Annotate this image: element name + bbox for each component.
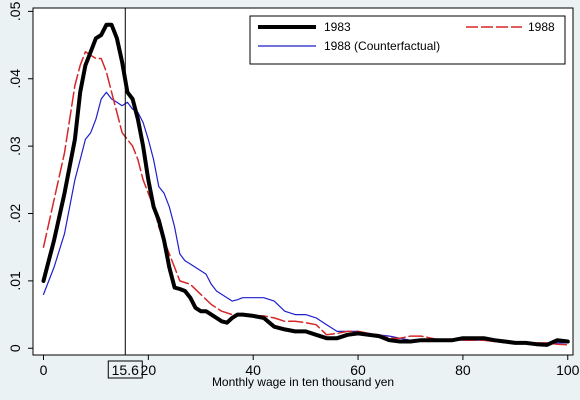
legend-label-1: 1988 [528, 20, 555, 34]
x-tick-label: 60 [350, 362, 366, 378]
x-tick-label: 80 [455, 362, 471, 378]
reference-line: 15.6 [107, 8, 143, 379]
x-tick-label: 0 [40, 362, 48, 378]
y-axis: 0 .01 .02 .03 .04 .05 [7, 1, 33, 352]
y-tick-label: .04 [7, 69, 23, 89]
series-line-0 [41, 22, 570, 347]
x-tick-label: 20 [141, 362, 157, 378]
y-tick-label: .02 [7, 204, 23, 224]
x-tick-label: 100 [556, 362, 580, 378]
legend-box [249, 15, 566, 65]
y-tick-label: .03 [7, 136, 23, 156]
legend: 1983 1988 1988 (Counterfactual) [249, 15, 566, 65]
legend-label-2: 1988 (Counterfactual) [324, 39, 440, 53]
x-axis: 0 20 40 60 80 100 [40, 355, 580, 378]
x-tick-label: 40 [245, 362, 261, 378]
x-axis-label: Monthly wage in ten thousand yen [212, 375, 394, 389]
y-tick-label: 0 [7, 344, 23, 352]
y-tick-label: .01 [7, 271, 23, 291]
vline-label: 15.6 [112, 362, 139, 378]
series-layer [41, 22, 570, 347]
legend-label-0: 1983 [324, 20, 351, 34]
vline-label-box [107, 360, 143, 379]
y-tick-label: .05 [7, 1, 23, 21]
